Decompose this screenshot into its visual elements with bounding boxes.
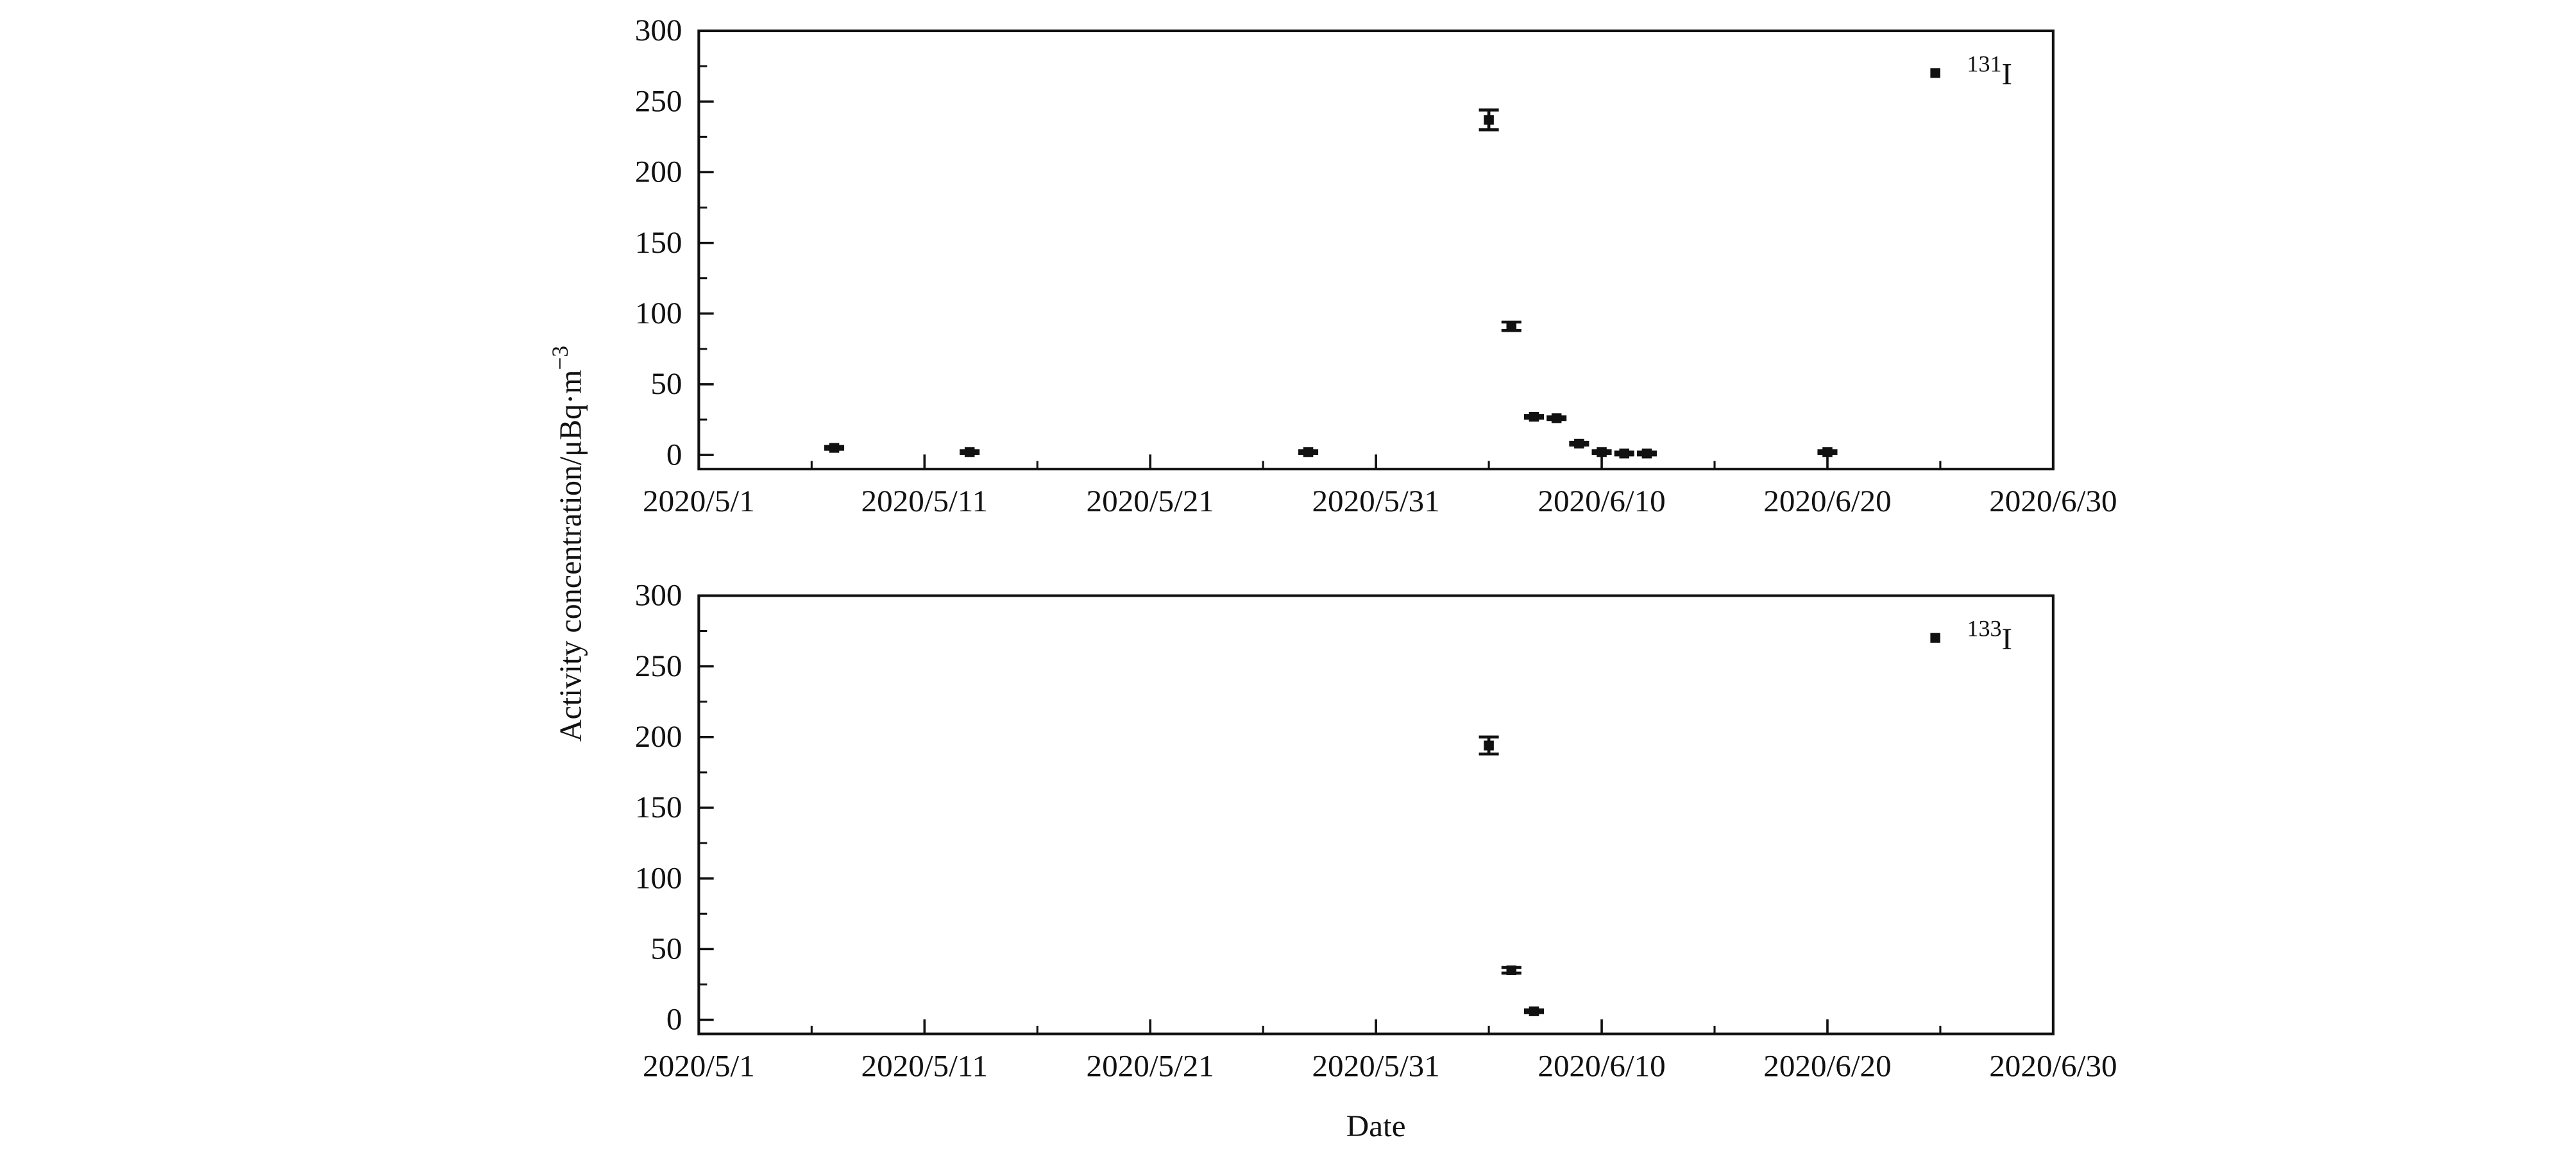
legend-superscript: 131 — [1967, 51, 2001, 77]
x-tick-label: 2020/5/1 — [643, 1049, 755, 1083]
data-point — [1597, 447, 1607, 457]
y-axis-label: Activity concentration/μBq·m−3 — [547, 346, 588, 742]
x-tick-label: 2020/6/30 — [1989, 1049, 2117, 1083]
y-axis-label-superscript: −3 — [547, 346, 573, 370]
x-tick-label: 2020/5/21 — [1087, 484, 1214, 518]
data-point — [964, 447, 975, 457]
x-tick-label: 2020/6/10 — [1538, 484, 1665, 518]
data-point — [1822, 447, 1833, 457]
y-tick-label: 300 — [635, 13, 682, 47]
x-tick-label: 2020/5/31 — [1312, 484, 1439, 518]
data-point — [1529, 412, 1539, 422]
y-tick-label: 100 — [635, 296, 682, 330]
y-tick-label: 0 — [666, 438, 682, 472]
x-tick-label: 2020/5/11 — [861, 1049, 988, 1083]
legend-superscript: 133 — [1967, 616, 2001, 642]
x-tick-label: 2020/5/1 — [643, 484, 755, 518]
y-tick-label: 50 — [650, 367, 682, 401]
y-tick-label: 100 — [635, 861, 682, 895]
data-point — [1529, 1006, 1539, 1016]
y-tick-label: 300 — [635, 578, 682, 612]
data-point — [1484, 115, 1494, 125]
y-tick-label: 150 — [635, 225, 682, 259]
y-tick-label: 150 — [635, 790, 682, 824]
data-point — [1641, 448, 1652, 459]
y-tick-label: 0 — [666, 1002, 682, 1036]
x-tick-label: 2020/6/20 — [1763, 484, 1891, 518]
x-tick-label: 2020/6/10 — [1538, 1049, 1665, 1083]
y-tick-label: 50 — [650, 932, 682, 966]
data-point — [829, 443, 840, 453]
x-tick-label: 2020/5/31 — [1312, 1049, 1439, 1083]
y-axis-label-text: Activity concentration/μBq·m — [553, 370, 588, 742]
x-axis-label: Date — [1346, 1109, 1406, 1143]
x-tick-label: 2020/5/11 — [861, 484, 988, 518]
legend-label: 133I — [1967, 616, 2012, 656]
y-tick-label: 200 — [635, 155, 682, 189]
data-point — [1551, 413, 1562, 423]
data-point — [1484, 740, 1494, 751]
data-point — [1506, 321, 1517, 332]
data-point — [1574, 438, 1584, 449]
y-tick-label: 200 — [635, 719, 682, 753]
legend-label: 131I — [1967, 51, 2012, 92]
plot-frame — [697, 594, 2055, 1035]
x-tick-label: 2020/6/30 — [1989, 484, 2117, 518]
y-tick-label: 250 — [635, 649, 682, 683]
data-point — [1506, 965, 1517, 975]
plot-frame — [697, 30, 2055, 471]
x-tick-label: 2020/5/21 — [1087, 1049, 1214, 1083]
legend-name: I — [2002, 622, 2012, 656]
legend-name: I — [2002, 57, 2012, 91]
x-tick-label: 2020/6/20 — [1763, 1049, 1891, 1083]
legend-marker — [1930, 633, 1940, 643]
y-tick-label: 250 — [635, 84, 682, 118]
data-point — [1303, 447, 1314, 457]
legend-marker — [1930, 68, 1940, 78]
data-point — [1619, 448, 1630, 459]
